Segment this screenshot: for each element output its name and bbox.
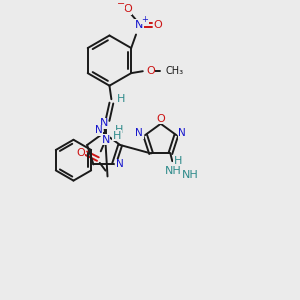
Text: N: N [100, 118, 108, 128]
Text: NH: NH [182, 170, 199, 180]
Text: O: O [76, 148, 85, 158]
Text: N: N [178, 128, 186, 138]
Text: O: O [123, 4, 132, 14]
Text: H: H [113, 131, 122, 141]
Text: +: + [141, 15, 148, 24]
Text: N: N [135, 20, 143, 30]
Text: H: H [174, 162, 183, 172]
Text: O: O [156, 114, 165, 124]
Text: H: H [174, 156, 182, 166]
Text: N: N [101, 135, 110, 145]
Text: H: H [115, 125, 123, 135]
Text: CH₃: CH₃ [166, 66, 184, 76]
Text: −: − [116, 0, 124, 9]
Text: H: H [117, 94, 125, 104]
Text: N: N [116, 159, 124, 170]
Text: O: O [146, 66, 155, 76]
Text: N: N [95, 125, 103, 135]
Text: NH: NH [165, 166, 182, 176]
Text: N: N [136, 128, 143, 138]
Text: O: O [154, 20, 163, 30]
